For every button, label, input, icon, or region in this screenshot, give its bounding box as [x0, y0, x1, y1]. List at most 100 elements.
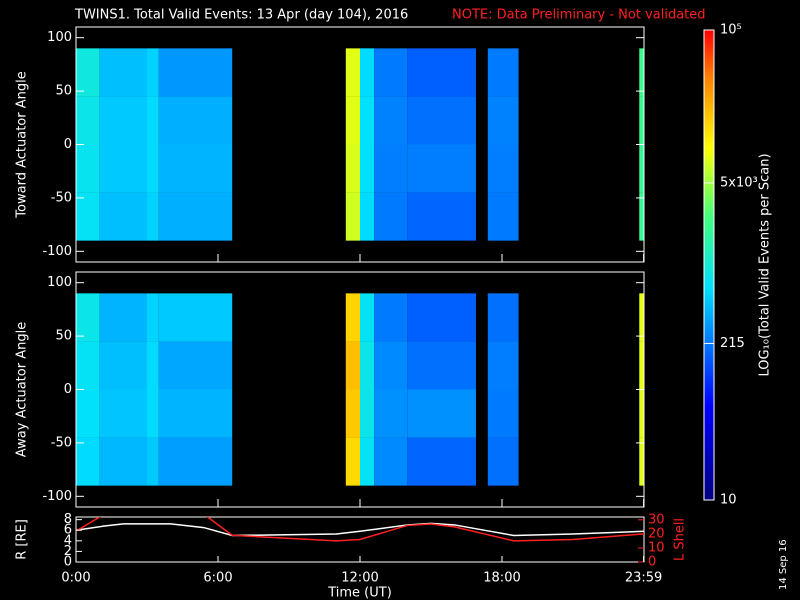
- heatmap-cell: [407, 341, 476, 390]
- y-tick-label: 100: [47, 30, 72, 45]
- heatmap-cell: [76, 389, 100, 438]
- colorbar-tick-label: 10⁵: [720, 23, 742, 38]
- heatmap-cell: [374, 96, 408, 145]
- heatmap-cell: [487, 192, 519, 241]
- heatmap-cell: [360, 144, 375, 193]
- heatmap-cell: [374, 293, 408, 342]
- heatmap-cell: [147, 144, 159, 193]
- heatmap-cell: [407, 389, 476, 438]
- heatmap-cell: [360, 341, 375, 390]
- colorbar-tick-label: 215: [720, 336, 745, 351]
- y-tick-label: -100: [42, 489, 72, 504]
- heatmap-cell: [99, 192, 147, 241]
- y-tick-label: 0: [64, 555, 72, 570]
- heatmap-cell: [360, 389, 375, 438]
- heatmap-cell: [158, 48, 233, 97]
- heatmap-cell: [345, 341, 360, 390]
- heatmap-cell: [487, 293, 519, 342]
- heatmap-cell: [76, 437, 100, 486]
- series-line: [76, 522, 644, 537]
- heatmap-cell: [147, 293, 159, 342]
- y2-tick-label: 20: [648, 526, 665, 541]
- y-tick-label: 8: [64, 512, 72, 527]
- heatmap-cell: [487, 389, 519, 438]
- heatmap-cell: [374, 437, 408, 486]
- heatmap-cell: [147, 341, 159, 390]
- y-tick-label: 0: [64, 137, 72, 152]
- colorbar-tick-label: 5x10³: [720, 175, 758, 190]
- colorbar: [703, 29, 715, 501]
- heatmap-cell: [99, 437, 147, 486]
- heatmap-cell: [345, 96, 360, 145]
- heatmap-cell: [345, 437, 360, 486]
- heatmap-cell: [374, 389, 408, 438]
- heatmap-cell: [99, 48, 147, 97]
- heatmap-cell: [158, 341, 233, 390]
- y-tick-label: 100: [47, 275, 72, 290]
- heatmap-cell: [147, 389, 159, 438]
- heatmap-cell: [76, 48, 100, 97]
- series-line: [76, 517, 644, 542]
- heatmap-cell: [407, 192, 476, 241]
- y-axis-label: Away Actuator Angle: [15, 322, 30, 457]
- heatmap-cell: [487, 341, 519, 390]
- y-axis-label: R [RE]: [15, 519, 30, 560]
- y-tick-label: -50: [51, 190, 72, 205]
- y-axis-label: L Shell: [673, 518, 688, 561]
- heatmap-cell: [407, 48, 476, 97]
- colorbar-label: LOG₁₀(Total Valid Events per Scan): [758, 153, 773, 376]
- heatmap-cell: [76, 192, 100, 241]
- heatmap-cell: [487, 48, 519, 97]
- heatmap-cell: [360, 437, 375, 486]
- x-tick-label: 23:59: [625, 571, 662, 586]
- y-tick-label: -100: [42, 244, 72, 259]
- heatmap-cell: [360, 96, 375, 145]
- heatmap-cell: [407, 437, 476, 486]
- heatmap-cell: [487, 437, 519, 486]
- heatmap-cell: [99, 144, 147, 193]
- x-axis-label: Time (UT): [327, 586, 392, 600]
- y-tick-label: 4: [64, 533, 72, 548]
- heatmap-cell: [374, 192, 408, 241]
- heatmap-cell: [407, 96, 476, 145]
- y-tick-label: 0: [64, 382, 72, 397]
- note: NOTE: Data Preliminary - Not validated: [452, 8, 706, 23]
- x-tick-label: 0:00: [61, 571, 90, 586]
- heatmap-cell: [158, 96, 233, 145]
- heatmap-cell: [147, 48, 159, 97]
- stamp: 14 Sep 16: [778, 539, 789, 590]
- heatmap-cell: [639, 48, 644, 97]
- heatmap-cell: [345, 192, 360, 241]
- heatmap-cell: [99, 341, 147, 390]
- colorbar-tick-label: 10: [720, 493, 737, 508]
- heatmap-cell: [76, 96, 100, 145]
- heatmap-cell: [487, 144, 519, 193]
- y2-tick-label: 0: [648, 555, 656, 570]
- heatmap-cell: [360, 192, 375, 241]
- heatmap-cell: [639, 389, 644, 438]
- heatmap-cell: [345, 389, 360, 438]
- heatmap-cell: [639, 192, 644, 241]
- heatmap-cell: [639, 144, 644, 193]
- heatmap-cell: [639, 341, 644, 390]
- heatmap-cell: [158, 437, 233, 486]
- x-tick-label: 6:00: [203, 571, 232, 586]
- heatmap-cell: [345, 293, 360, 342]
- heatmap-cell: [147, 437, 159, 486]
- heatmap-cell: [76, 293, 100, 342]
- chart-title: TWINS1. Total Valid Events: 13 Apr (day …: [74, 8, 408, 23]
- heatmap-cell: [158, 192, 233, 241]
- x-tick-label: 12:00: [341, 571, 378, 586]
- y-tick-label: 6: [64, 523, 72, 538]
- heatmap-cell: [360, 48, 375, 97]
- y-tick-label: 2: [64, 544, 72, 559]
- heatmap-cell: [487, 96, 519, 145]
- heatmap-cell: [360, 293, 375, 342]
- heatmap-cell: [374, 48, 408, 97]
- heatmap-cell: [158, 144, 233, 193]
- heatmap-cell: [158, 293, 233, 342]
- heatmap-cell: [147, 192, 159, 241]
- heatmap-cell: [374, 341, 408, 390]
- heatmap-cell: [99, 96, 147, 145]
